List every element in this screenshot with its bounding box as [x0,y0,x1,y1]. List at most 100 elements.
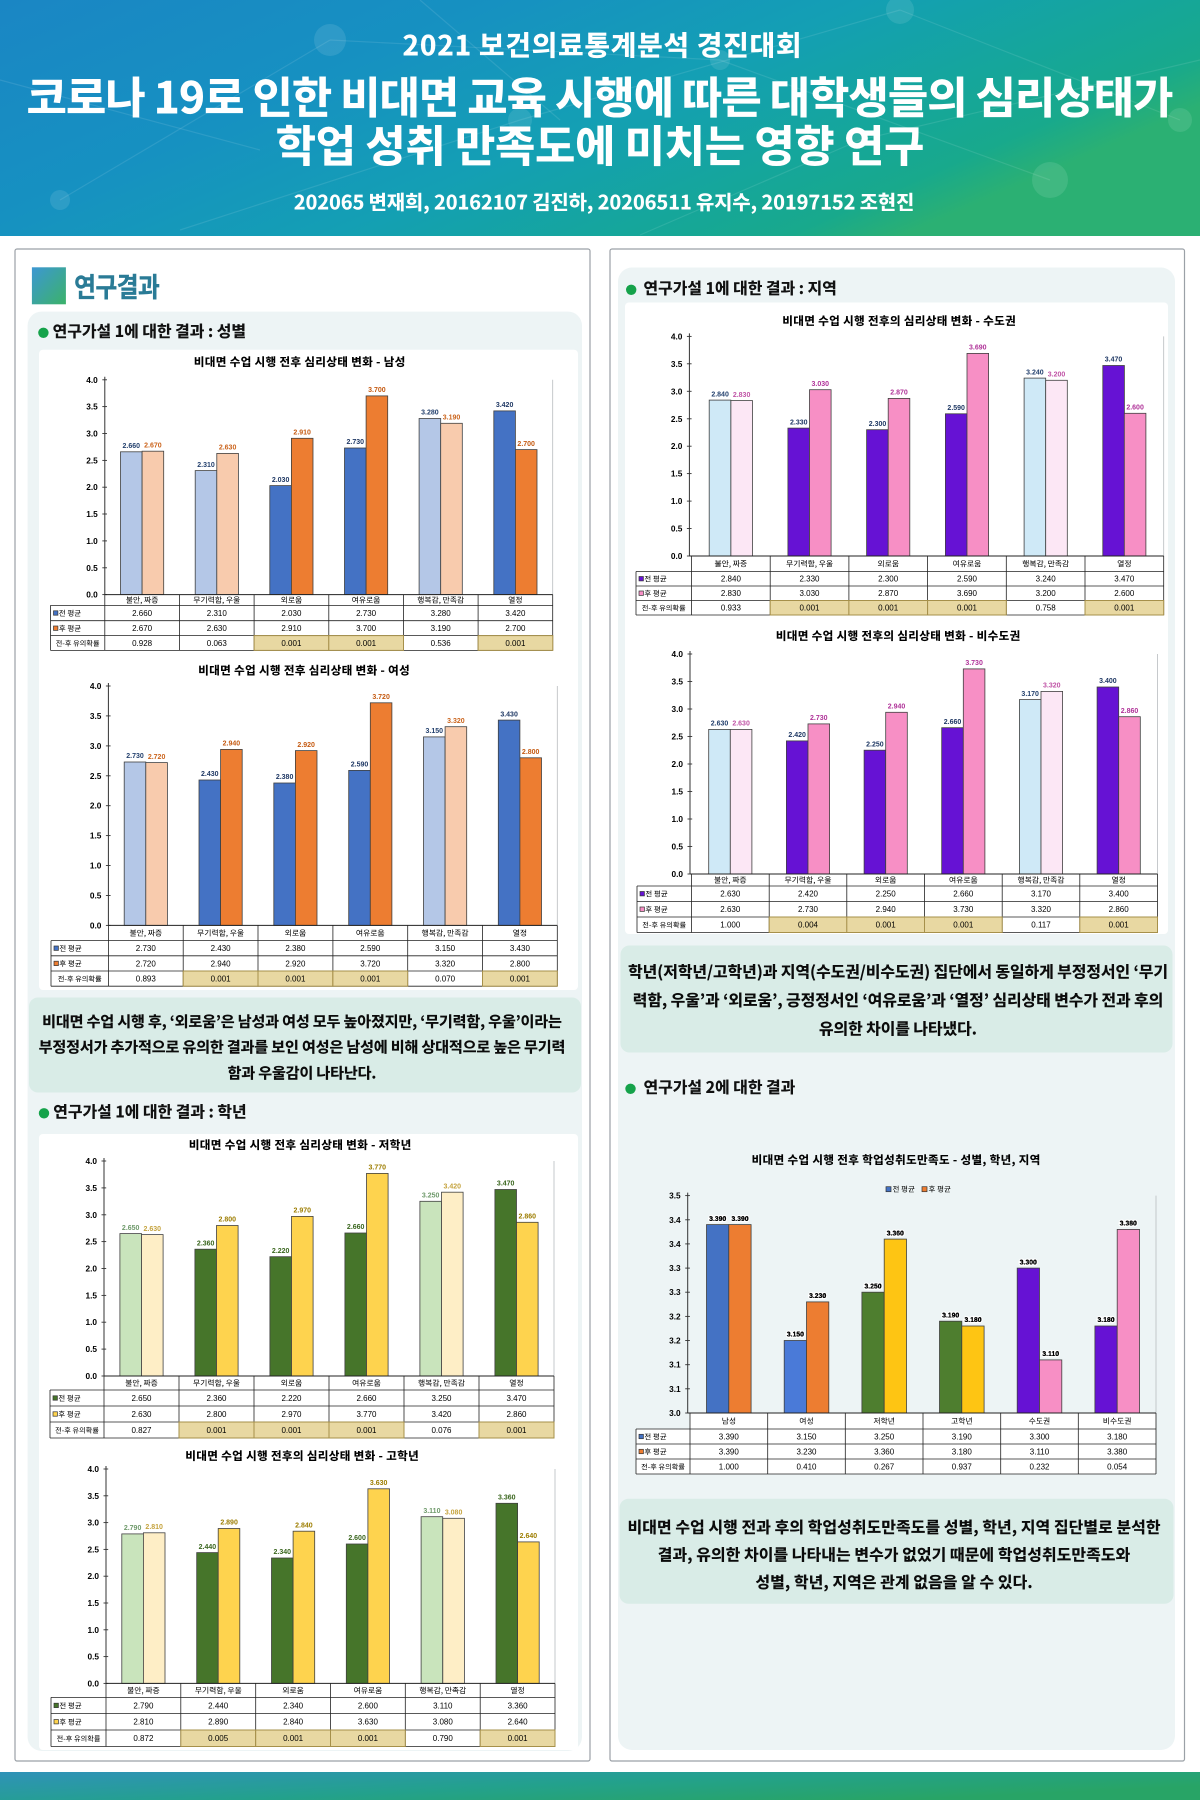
svg-text:2.300: 2.300 [878,575,899,584]
svg-text:2.380: 2.380 [276,774,294,781]
svg-text:0.001: 0.001 [878,604,899,613]
svg-text:2.430: 2.430 [201,771,219,778]
svg-text:1.5: 1.5 [671,469,683,479]
svg-text:0.790: 0.790 [433,1734,454,1743]
svg-text:0.232: 0.232 [1029,1462,1050,1471]
svg-text:3.2: 3.2 [669,1311,681,1321]
svg-text:3.720: 3.720 [360,959,381,968]
svg-text:3.5: 3.5 [671,677,683,687]
svg-text:0.5: 0.5 [90,891,102,901]
svg-text:3.230: 3.230 [809,1293,827,1300]
svg-text:0.076: 0.076 [431,1426,452,1435]
svg-text:2.330: 2.330 [799,575,820,584]
svg-text:2.860: 2.860 [1121,708,1139,715]
svg-text:2.0: 2.0 [671,441,683,451]
svg-text:2.0: 2.0 [90,801,102,811]
svg-text:2.600: 2.600 [348,1535,366,1542]
svg-text:3.150: 3.150 [796,1432,817,1441]
svg-text:2.030: 2.030 [281,609,302,618]
svg-text:3.400: 3.400 [1109,890,1130,899]
svg-text:0.117: 0.117 [1031,921,1051,930]
svg-text:4.0: 4.0 [85,1156,97,1166]
svg-text:3.0: 3.0 [669,1408,681,1418]
svg-text:2.870: 2.870 [878,589,899,598]
svg-text:3.400: 3.400 [1099,678,1117,685]
svg-text:0.001: 0.001 [360,975,381,984]
svg-text:0.001: 0.001 [283,1734,304,1743]
svg-text:0.063: 0.063 [207,639,228,648]
svg-text:4.0: 4.0 [671,649,683,659]
svg-text:2.660: 2.660 [132,609,153,618]
svg-text:2.660: 2.660 [953,890,974,899]
svg-text:0.001: 0.001 [506,1426,527,1435]
svg-text:3.690: 3.690 [969,345,987,352]
svg-text:3.420: 3.420 [431,1410,452,1419]
svg-text:3.190: 3.190 [942,1312,959,1319]
svg-text:3.200: 3.200 [1048,372,1066,379]
svg-text:2.340: 2.340 [283,1701,304,1710]
svg-text:3.420: 3.420 [505,609,526,618]
svg-text:3.0: 3.0 [85,1210,97,1220]
svg-text:1.5: 1.5 [86,509,98,519]
svg-text:2.030: 2.030 [272,477,290,484]
svg-text:0.0: 0.0 [90,920,102,930]
svg-text:4.0: 4.0 [671,331,683,341]
svg-text:3.470: 3.470 [506,1394,527,1403]
svg-text:3.1: 3.1 [669,1360,681,1370]
svg-text:3.030: 3.030 [812,381,830,388]
svg-text:2.0: 2.0 [671,759,683,769]
svg-text:2.0: 2.0 [87,1571,99,1581]
svg-text:0.5: 0.5 [85,1344,97,1354]
svg-text:3.3: 3.3 [669,1287,681,1297]
svg-text:1.0: 1.0 [90,861,102,871]
svg-text:3.230: 3.230 [809,1293,826,1300]
svg-text:2.590: 2.590 [351,762,369,769]
svg-text:2.730: 2.730 [347,439,365,446]
svg-text:3.690: 3.690 [957,589,978,598]
svg-text:2.840: 2.840 [295,1522,313,1529]
svg-text:3.380: 3.380 [1120,1221,1137,1228]
svg-text:0.827: 0.827 [131,1426,152,1435]
svg-text:3.170: 3.170 [1021,691,1039,698]
svg-text:0.001: 0.001 [285,975,306,984]
svg-text:2.940: 2.940 [223,741,241,748]
svg-text:2.910: 2.910 [293,430,311,437]
svg-text:0.5: 0.5 [671,524,683,534]
svg-text:2.890: 2.890 [220,1520,238,1527]
svg-text:3.380: 3.380 [1120,1221,1138,1228]
svg-text:0.001: 0.001 [510,975,531,984]
svg-text:2.730: 2.730 [126,753,144,760]
svg-text:3.5: 3.5 [85,1183,97,1193]
svg-text:0.0: 0.0 [85,1371,97,1381]
svg-text:3.110: 3.110 [423,1508,440,1515]
svg-text:3.5: 3.5 [90,711,102,721]
svg-text:3.250: 3.250 [864,1283,882,1290]
svg-text:2.700: 2.700 [517,441,535,448]
svg-text:3.700: 3.700 [368,387,386,394]
svg-text:2.920: 2.920 [285,959,306,968]
svg-text:1.0: 1.0 [671,496,683,506]
svg-text:2.720: 2.720 [136,959,157,968]
svg-text:0.001: 0.001 [211,975,232,984]
svg-text:3.390: 3.390 [709,1216,726,1223]
svg-text:3.4: 3.4 [669,1239,681,1249]
svg-text:3.110: 3.110 [1042,1351,1059,1358]
svg-text:3.4: 3.4 [669,1215,681,1225]
svg-text:2.660: 2.660 [347,1224,365,1231]
svg-text:2.840: 2.840 [721,575,742,584]
svg-text:2.670: 2.670 [132,624,153,633]
svg-text:2.830: 2.830 [721,589,742,598]
svg-text:3.250: 3.250 [865,1283,882,1290]
svg-text:3.360: 3.360 [508,1701,529,1710]
svg-text:0.928: 0.928 [132,639,153,648]
svg-text:2.970: 2.970 [281,1410,302,1419]
svg-text:0.5: 0.5 [87,1652,99,1662]
svg-text:0.070: 0.070 [435,975,456,984]
svg-text:2.790: 2.790 [133,1701,154,1710]
svg-text:3.320: 3.320 [435,959,456,968]
svg-text:2.660: 2.660 [944,719,962,726]
svg-text:3.190: 3.190 [443,415,461,422]
svg-text:0.001: 0.001 [281,639,302,648]
svg-text:0.758: 0.758 [1036,604,1057,613]
svg-text:0.001: 0.001 [799,604,820,613]
